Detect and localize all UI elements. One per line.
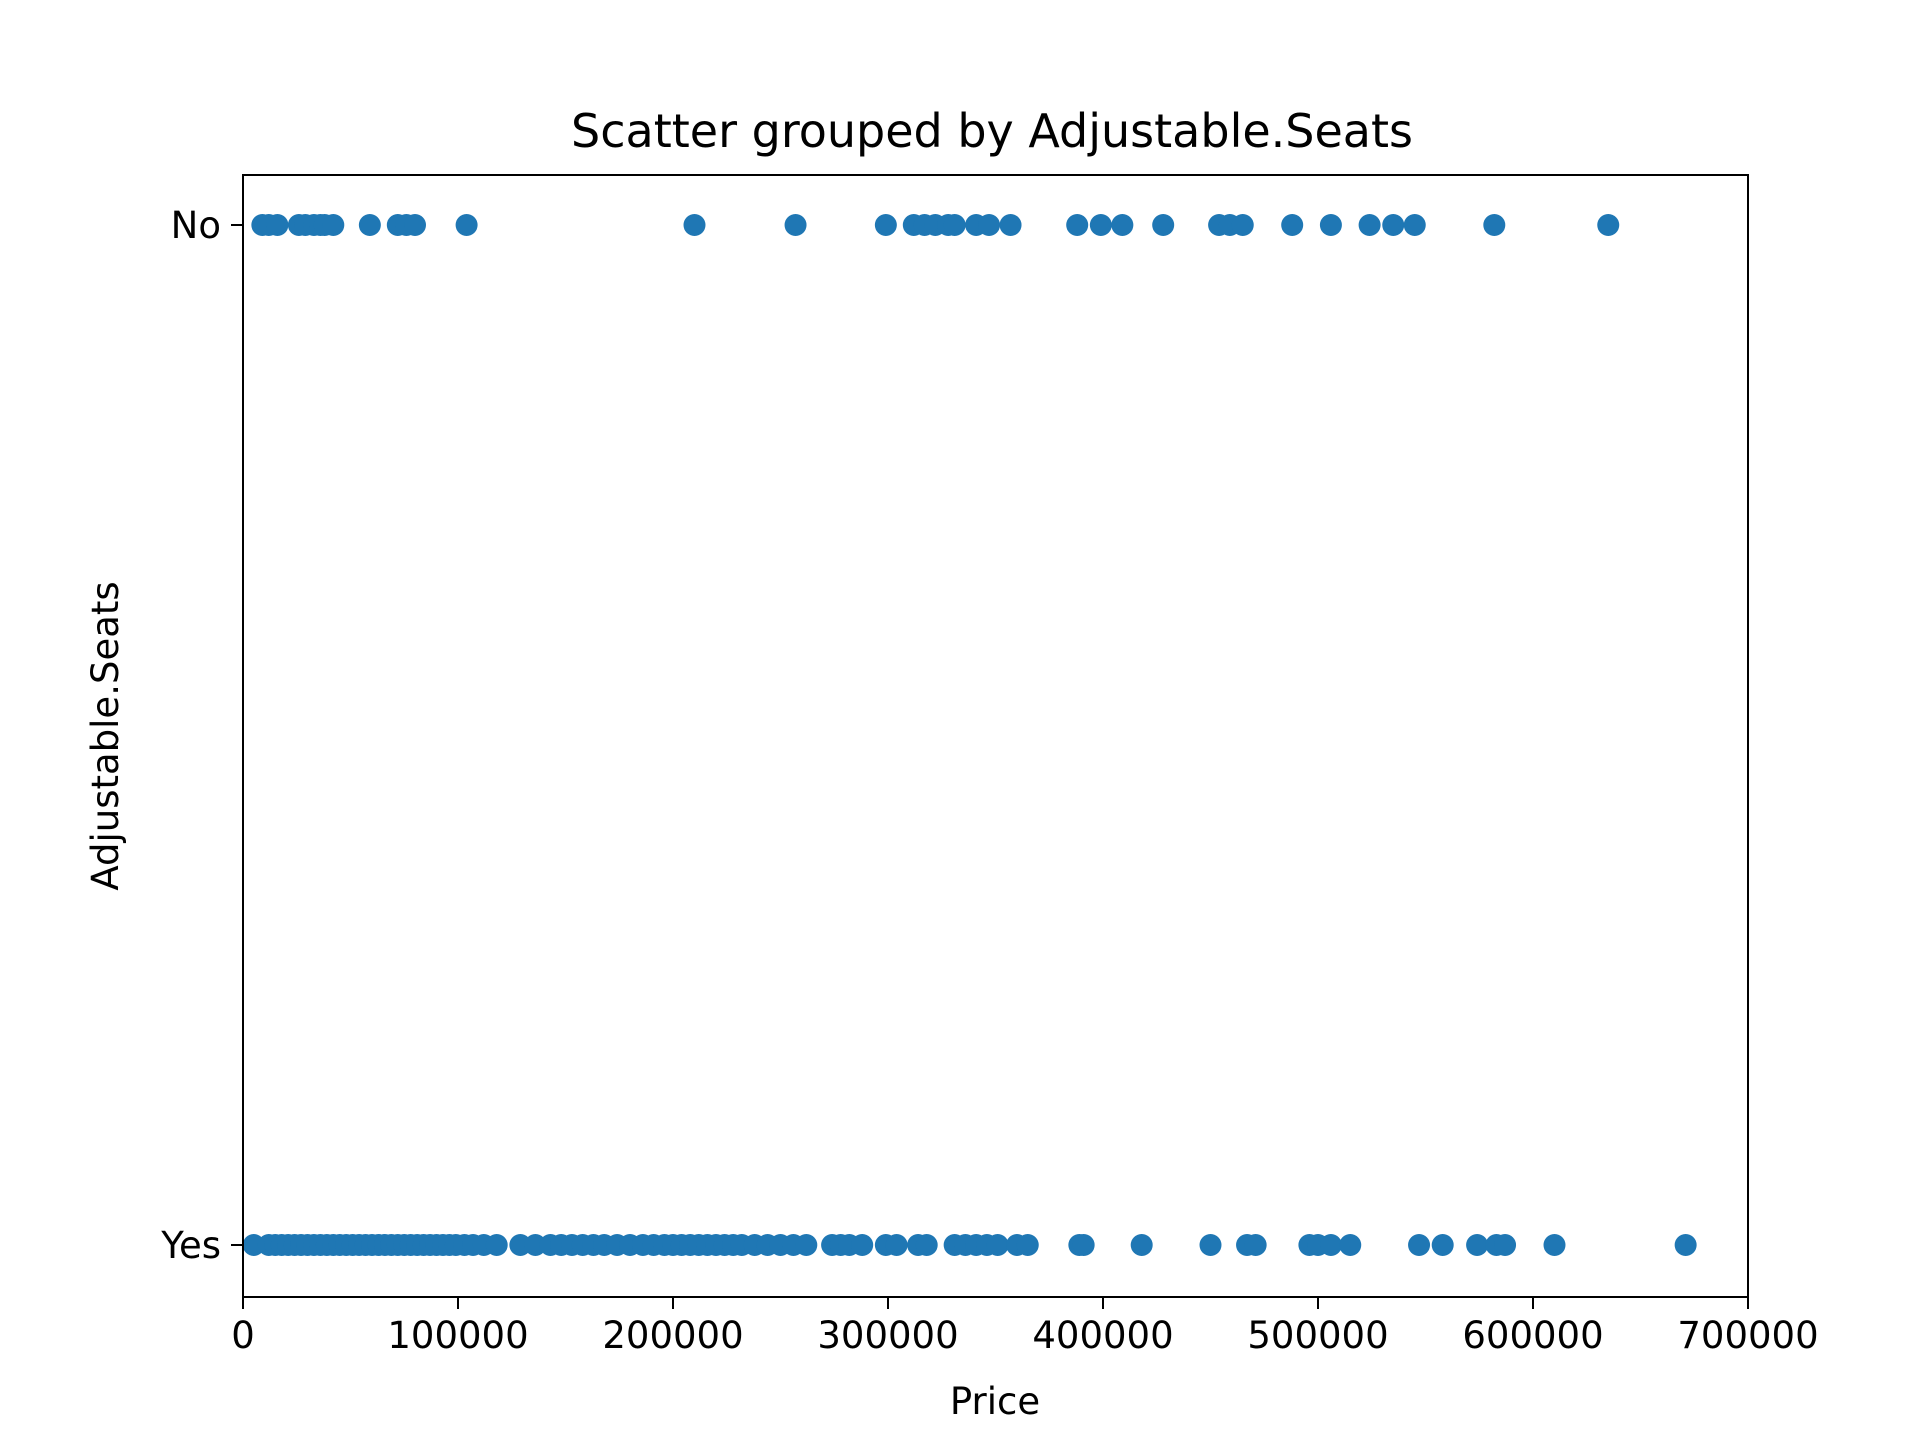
point-yes-61 xyxy=(795,1234,818,1256)
point-no-27 xyxy=(1111,214,1134,236)
point-no-15 xyxy=(784,214,807,236)
point-yes-91 xyxy=(1494,1234,1517,1256)
point-yes-65 xyxy=(851,1234,874,1256)
point-no-24 xyxy=(999,214,1022,236)
y-axis: Yes No xyxy=(160,204,243,1267)
point-yes-74 xyxy=(986,1234,1009,1256)
point-no-12 xyxy=(404,214,426,236)
point-yes-88 xyxy=(1431,1234,1454,1256)
point-no-16 xyxy=(874,214,897,236)
x-tick-label-5: 500000 xyxy=(1247,1314,1388,1357)
point-no-38 xyxy=(1597,214,1620,236)
point-no-34 xyxy=(1358,214,1381,236)
point-yes-78 xyxy=(1072,1234,1095,1256)
point-yes-35 xyxy=(509,1234,532,1256)
point-no-26 xyxy=(1089,214,1112,236)
point-yes-86 xyxy=(1339,1234,1362,1256)
x-tick-label-0: 0 xyxy=(231,1314,255,1357)
x-tick-label-6: 600000 xyxy=(1462,1314,1603,1357)
point-no-36 xyxy=(1403,214,1426,236)
data-points xyxy=(242,214,1697,1256)
point-no-13 xyxy=(455,214,478,236)
x-axis: 0 100000 200000 300000 400000 500000 600000 700… xyxy=(231,1297,1819,1357)
y-tick-label-no: No xyxy=(171,204,221,247)
point-yes-36 xyxy=(524,1234,547,1256)
point-no-32 xyxy=(1281,214,1304,236)
point-yes-0 xyxy=(242,1234,265,1256)
point-yes-89 xyxy=(1466,1234,1489,1256)
x-axis-label: Price xyxy=(950,1380,1040,1423)
point-no-14 xyxy=(683,214,706,236)
x-tick-label-2: 200000 xyxy=(602,1314,743,1357)
point-no-2 xyxy=(266,214,289,236)
point-yes-34 xyxy=(485,1234,508,1256)
point-no-23 xyxy=(978,214,1001,236)
point-no-28 xyxy=(1152,214,1175,236)
point-no-37 xyxy=(1483,214,1506,236)
point-yes-93 xyxy=(1674,1234,1697,1256)
x-tick-label-1: 100000 xyxy=(387,1314,528,1357)
x-tick-label-3: 300000 xyxy=(817,1314,958,1357)
point-yes-69 xyxy=(915,1234,938,1256)
point-yes-79 xyxy=(1130,1234,1153,1256)
point-yes-67 xyxy=(885,1234,908,1256)
y-axis-label: Adjustable.Seats xyxy=(84,581,127,890)
point-yes-80 xyxy=(1199,1234,1222,1256)
point-yes-76 xyxy=(1016,1234,1039,1256)
point-no-25 xyxy=(1066,214,1089,236)
plot-frame xyxy=(242,174,1749,1298)
x-tick-label-7: 700000 xyxy=(1677,1314,1818,1357)
point-no-21 xyxy=(943,214,966,236)
point-no-9 xyxy=(358,214,381,236)
point-no-35 xyxy=(1382,214,1405,236)
point-yes-92 xyxy=(1543,1234,1566,1256)
y-tick-label-yes: Yes xyxy=(160,1224,221,1267)
x-tick-label-4: 400000 xyxy=(1032,1314,1173,1357)
point-yes-87 xyxy=(1408,1234,1431,1256)
point-no-31 xyxy=(1231,214,1254,236)
chart-title: Scatter grouped by Adjustable.Seats xyxy=(571,104,1413,158)
point-yes-82 xyxy=(1244,1234,1267,1256)
point-no-8 xyxy=(322,214,345,236)
point-yes-85 xyxy=(1319,1234,1342,1256)
point-no-33 xyxy=(1319,214,1342,236)
